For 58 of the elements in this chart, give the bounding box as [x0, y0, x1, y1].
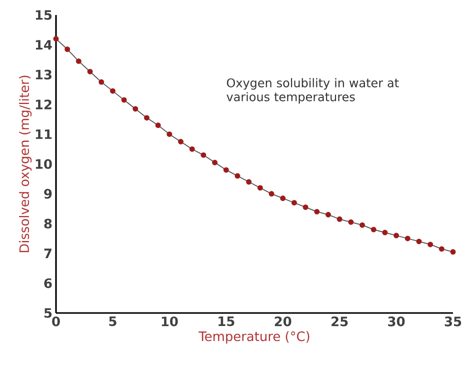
point — [382, 230, 388, 236]
point — [76, 58, 82, 64]
point — [302, 204, 308, 210]
x-axis-title: Temperature (°C) — [198, 331, 310, 344]
y-tick-label: 9 — [44, 188, 52, 199]
point — [268, 191, 274, 197]
point — [223, 167, 229, 173]
y-axis-title: Dissolved oxygen (mg/liter) — [19, 76, 32, 252]
point — [404, 236, 410, 242]
y-tick-label: 11 — [36, 129, 52, 139]
point — [280, 196, 286, 202]
point — [336, 216, 342, 222]
point — [291, 200, 297, 206]
point — [428, 242, 434, 248]
point — [132, 106, 138, 112]
point — [87, 68, 93, 74]
point — [110, 88, 116, 94]
x-tick-label: 10 — [162, 316, 178, 326]
annotation: Oxygen solubility in water at various temperatures — [226, 78, 399, 104]
y-tick-label: 6 — [44, 278, 52, 288]
x-tick-label: 25 — [332, 316, 348, 326]
point — [144, 115, 150, 121]
x-tick-label: 5 — [109, 316, 116, 326]
point — [166, 131, 172, 137]
point — [200, 152, 206, 158]
y-tick-label: 12 — [36, 100, 52, 110]
point — [325, 212, 331, 218]
x-tick-label: 30 — [388, 316, 405, 326]
point — [98, 79, 104, 85]
point — [246, 179, 252, 185]
point — [348, 219, 354, 225]
point — [53, 36, 59, 42]
point — [394, 232, 400, 238]
point — [189, 146, 195, 152]
y-tick-label: 5 — [44, 308, 52, 318]
x-tick-label: 35 — [444, 316, 462, 326]
point — [64, 46, 70, 52]
y-tick-label: 15 — [36, 10, 52, 20]
point — [155, 122, 161, 128]
point — [234, 173, 240, 179]
point — [314, 208, 320, 214]
x-tick-label: 0 — [52, 316, 60, 326]
x-tick-label: 20 — [274, 316, 292, 326]
y-tick-label: 13 — [36, 70, 52, 80]
y-tick-label: 8 — [44, 218, 52, 228]
point — [257, 185, 263, 191]
point — [121, 97, 127, 103]
point — [438, 246, 444, 252]
y-tick-label: 10 — [36, 159, 52, 169]
point — [416, 238, 422, 244]
point — [360, 222, 365, 228]
point — [212, 160, 218, 166]
point — [178, 138, 184, 144]
y-tick-label: 14 — [36, 40, 52, 50]
point — [370, 226, 376, 232]
x-tick-label: 15 — [218, 316, 234, 326]
y-tick-label: 7 — [44, 248, 52, 258]
point — [450, 249, 456, 255]
